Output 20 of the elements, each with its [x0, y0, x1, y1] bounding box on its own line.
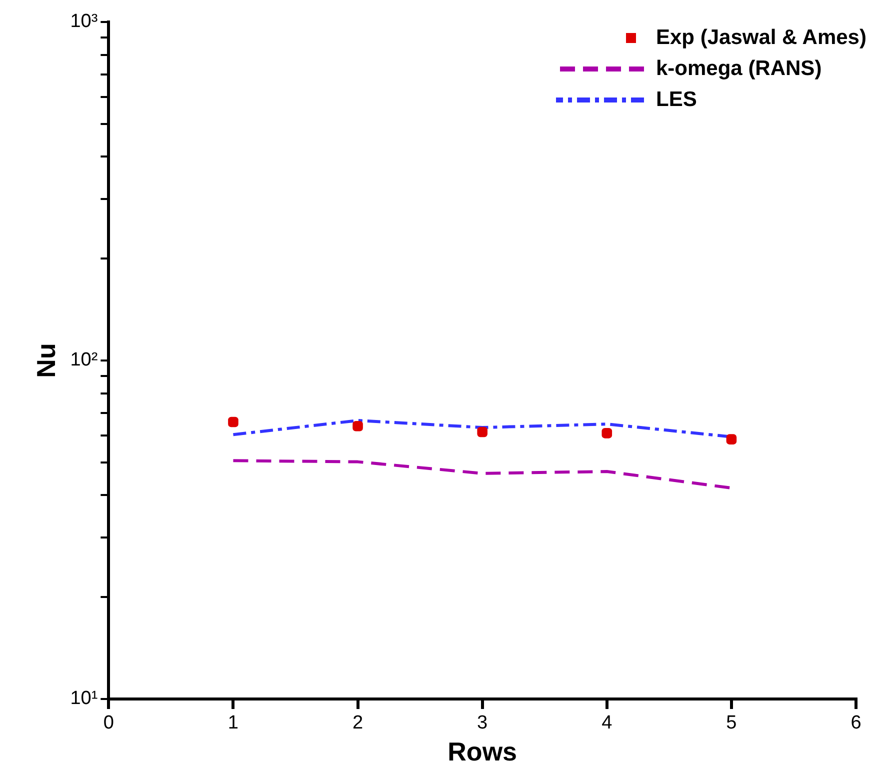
legend-label: Exp (Jaswal & Ames): [656, 26, 866, 49]
point: [726, 434, 737, 444]
y-tick-label: 10²: [70, 350, 98, 371]
x-tick-label: 4: [602, 712, 613, 734]
point: [228, 416, 238, 428]
x-tick-label: 6: [850, 712, 862, 734]
y-axis-title: Nu: [30, 343, 61, 378]
x-tick-label: 1: [228, 712, 239, 734]
point: [602, 428, 612, 438]
point: [477, 426, 488, 438]
y-tick-label: 10¹: [70, 688, 98, 710]
legend-label: k-omega (RANS): [656, 56, 822, 80]
y-tick-label: 10³: [70, 11, 98, 32]
x-tick-label: 2: [352, 712, 364, 734]
legend-label: LES: [656, 88, 697, 111]
x-tick-label: 5: [726, 712, 737, 734]
x-tick-label: 3: [477, 712, 488, 734]
x-axis-title: Rows: [448, 736, 517, 767]
point: [352, 420, 363, 432]
x-tick-label: 0: [103, 712, 114, 734]
